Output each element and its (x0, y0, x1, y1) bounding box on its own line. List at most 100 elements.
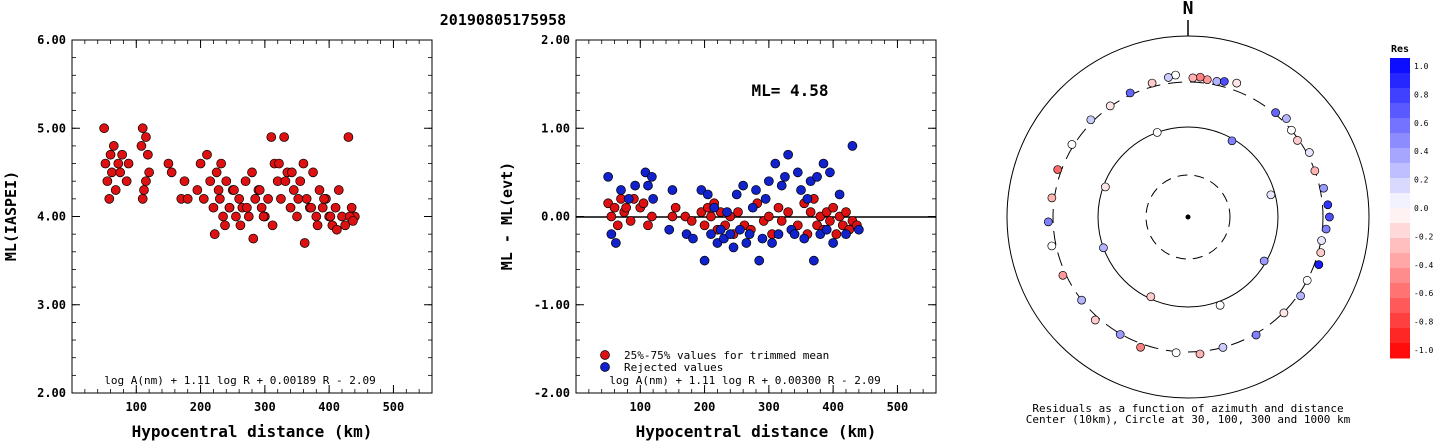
data-point (686, 216, 697, 226)
data-point (825, 167, 835, 178)
data-point (333, 185, 344, 195)
polar-point (1147, 78, 1157, 88)
polar-point (1325, 212, 1334, 222)
data-point (346, 202, 357, 213)
data-point (805, 207, 816, 217)
polar-point (1067, 140, 1077, 149)
data-point (263, 194, 273, 204)
polar-point (1293, 136, 1302, 145)
y-tick-label: 2.00 (37, 386, 66, 400)
colorbar-cell (1390, 58, 1410, 74)
middle-data-points (603, 141, 864, 266)
data-point (110, 185, 121, 195)
polar-point (1115, 330, 1125, 339)
data-point (688, 233, 698, 244)
y-tick-label: 5.00 (37, 121, 66, 135)
data-point (783, 207, 793, 217)
data-point (770, 158, 781, 169)
data-point (760, 194, 771, 204)
data-point (240, 176, 251, 187)
data-point (621, 202, 631, 213)
y-tick-label: 3.00 (37, 298, 66, 312)
colorbar-cell (1390, 118, 1410, 134)
data-point (780, 171, 790, 182)
data-point (192, 185, 203, 195)
data-point (298, 158, 309, 169)
polar-point (1195, 72, 1205, 82)
data-point (208, 202, 219, 213)
x-tick-label: 500 (383, 400, 405, 414)
data-point (643, 180, 653, 191)
polar-point (1279, 308, 1289, 318)
data-point (343, 132, 354, 142)
data-point (317, 202, 328, 213)
data-point (198, 194, 209, 204)
middle-x-ticks: 100 200 300 400 500 (575, 40, 937, 414)
x-tick-label: 400 (318, 400, 340, 414)
data-point (213, 185, 224, 195)
data-point (802, 194, 813, 204)
polar-point (1302, 276, 1312, 285)
data-point (747, 202, 758, 213)
polar-point (1316, 248, 1326, 257)
figure-title: 20190805175958 (440, 11, 566, 29)
data-point (215, 194, 225, 204)
colorbar-cell (1390, 88, 1410, 104)
colorbar-cell (1390, 163, 1410, 179)
colorbar-cell (1390, 133, 1410, 149)
data-point (248, 233, 259, 244)
polar-point (1212, 77, 1222, 86)
data-point (117, 149, 127, 160)
data-point (141, 176, 151, 187)
legend-trimmed-label: 25%-75% values for trimmed mean (624, 349, 829, 362)
y-tick-label: 1.00 (541, 121, 570, 135)
colorbar-cell (1390, 298, 1410, 314)
data-point (266, 132, 277, 142)
polar-point (1146, 292, 1156, 302)
data-point (115, 167, 126, 178)
left-x-axis-label: Hypocentral distance (km) (132, 422, 373, 441)
polar-point (1164, 73, 1173, 82)
data-point (288, 185, 299, 195)
polar-point (1099, 243, 1108, 253)
data-point (776, 180, 787, 191)
data-point (121, 176, 132, 187)
colorbar-cell (1390, 223, 1410, 239)
data-point (231, 211, 241, 222)
data-point (100, 158, 111, 169)
ml-value-label: ML= 4.58 (751, 81, 828, 100)
data-point (754, 255, 765, 266)
data-point (285, 202, 296, 213)
north-label: N (1183, 0, 1194, 19)
data-point (258, 211, 269, 222)
data-point (611, 238, 621, 248)
data-point (105, 149, 116, 160)
colorbar-cell (1390, 238, 1410, 254)
data-point (741, 238, 752, 248)
colorbar-cell (1390, 178, 1410, 194)
x-tick-label: 500 (887, 400, 909, 414)
polar-point (1077, 295, 1086, 305)
data-point (311, 211, 322, 222)
data-point (647, 211, 657, 222)
x-tick-label: 100 (629, 400, 651, 414)
data-point (789, 229, 800, 239)
data-point (699, 255, 710, 266)
data-point (107, 167, 117, 178)
data-point (221, 176, 232, 187)
polar-point (1047, 241, 1057, 251)
polar-point (1305, 148, 1314, 157)
colorbar-cell (1390, 328, 1410, 344)
data-point (280, 176, 291, 187)
left-y-ticks: 6.00 5.00 4.00 3.00 2.00 (37, 33, 432, 400)
colorbar-cell (1390, 343, 1410, 359)
data-point (799, 233, 810, 244)
data-point (757, 233, 768, 244)
data-point (295, 176, 306, 187)
middle-y-axis-label: ML - ML(evt) (498, 162, 516, 270)
data-point (731, 189, 742, 200)
data-point (612, 220, 623, 231)
data-point (841, 207, 851, 217)
colorbar-cells (1390, 58, 1410, 359)
